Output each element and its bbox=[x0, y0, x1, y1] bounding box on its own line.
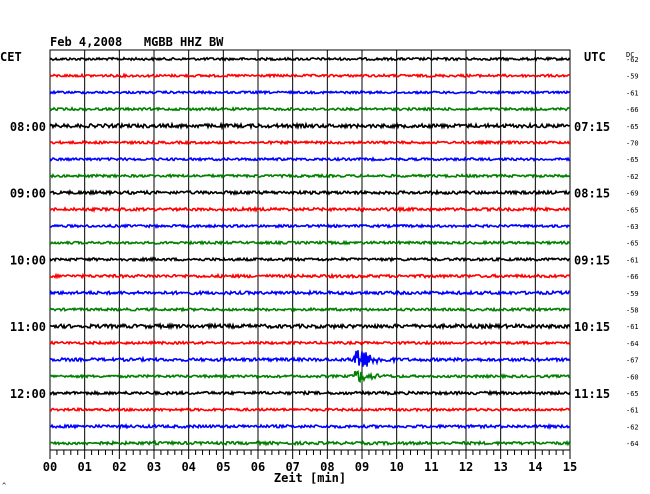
trace-21 bbox=[49, 389, 571, 397]
x-tick-label-09: 09 bbox=[355, 460, 369, 474]
x-axis: 00 01 02 03 04 05 06 07 08 09 10 11 12 13 14 15 bbox=[43, 450, 577, 474]
dc-value-18: -64 bbox=[626, 340, 639, 348]
dc-value-6: -70 bbox=[626, 140, 639, 148]
dc-value-1: -62 bbox=[626, 56, 639, 64]
chart-title: Feb 4,2008 MGBB HHZ BW bbox=[50, 35, 224, 49]
right-time-label: 11:15 bbox=[574, 387, 610, 401]
x-tick-label-07: 07 bbox=[285, 460, 299, 474]
dc-value-15: -59 bbox=[626, 290, 639, 298]
dc-value-16: -58 bbox=[626, 307, 639, 315]
dc-value-21: -65 bbox=[626, 390, 639, 398]
right-time-label: 07:15 bbox=[574, 120, 610, 134]
dc-value-24: -64 bbox=[626, 440, 639, 448]
dc-value-19: -67 bbox=[626, 357, 639, 365]
trace-22 bbox=[49, 406, 571, 413]
dc-value-23: -62 bbox=[626, 423, 639, 431]
trace-4 bbox=[49, 106, 571, 112]
dc-value-7: -65 bbox=[626, 156, 639, 164]
trace-1 bbox=[49, 56, 571, 62]
plot-frame bbox=[49, 49, 571, 451]
trace-5 bbox=[49, 121, 571, 131]
trace-7 bbox=[49, 156, 571, 163]
trace-20 bbox=[49, 370, 571, 384]
trace-14 bbox=[49, 272, 571, 280]
dc-value-17: -61 bbox=[626, 323, 639, 331]
dc-value-8: -62 bbox=[626, 173, 639, 181]
grid-layer bbox=[49, 49, 571, 451]
right-timezone-label: UTC bbox=[584, 50, 606, 64]
x-tick-label-06: 06 bbox=[251, 460, 265, 474]
trace-10 bbox=[49, 205, 571, 213]
left-time-label: 10:00 bbox=[10, 253, 46, 267]
x-tick-label-12: 12 bbox=[459, 460, 473, 474]
trace-13 bbox=[49, 256, 571, 263]
x-tick-label-03: 03 bbox=[147, 460, 161, 474]
x-tick-label-04: 04 bbox=[181, 460, 195, 474]
dc-value-3: -61 bbox=[626, 89, 639, 97]
dc-value-11: -63 bbox=[626, 223, 639, 231]
dc-value-2: -59 bbox=[626, 73, 639, 81]
trace-17 bbox=[49, 322, 571, 331]
right-time-label: 10:15 bbox=[574, 320, 610, 334]
trace-18 bbox=[49, 339, 571, 346]
x-axis-label: Zeit [min] bbox=[274, 471, 346, 485]
x-tick-label-08: 08 bbox=[320, 460, 334, 474]
left-time-label: 09:00 bbox=[10, 187, 46, 201]
footer-mark: ^ bbox=[2, 482, 6, 490]
left-timezone-label: CET bbox=[0, 50, 22, 64]
dc-value-14: -66 bbox=[626, 273, 639, 281]
dc-value-22: -61 bbox=[626, 407, 639, 415]
trace-layer bbox=[49, 56, 571, 447]
x-tick-label-01: 01 bbox=[77, 460, 91, 474]
trace-16 bbox=[49, 306, 571, 313]
trace-2 bbox=[49, 72, 571, 79]
dc-label: DC bbox=[626, 51, 634, 59]
dc-value-12: -65 bbox=[626, 240, 639, 248]
x-tick-label-11: 11 bbox=[424, 460, 438, 474]
dc-value-9: -69 bbox=[626, 190, 639, 198]
x-tick-label-00: 00 bbox=[43, 460, 57, 474]
left-time-label: 08:00 bbox=[10, 120, 46, 134]
dc-value-10: -65 bbox=[626, 206, 639, 214]
trace-19 bbox=[49, 350, 571, 367]
dc-value-13: -61 bbox=[626, 256, 639, 264]
x-tick-label-05: 05 bbox=[216, 460, 230, 474]
x-tick-label-10: 10 bbox=[389, 460, 403, 474]
x-tick-label-13: 13 bbox=[493, 460, 507, 474]
trace-15 bbox=[49, 288, 571, 297]
x-tick-label-15: 15 bbox=[563, 460, 577, 474]
trace-8 bbox=[49, 173, 571, 179]
trace-6 bbox=[49, 139, 570, 146]
right-time-label: 09:15 bbox=[574, 253, 610, 267]
trace-11 bbox=[49, 223, 570, 230]
trace-23 bbox=[49, 422, 571, 431]
dc-value-4: -66 bbox=[626, 106, 639, 114]
dc-value-20: -60 bbox=[626, 373, 639, 381]
dc-value-5: -65 bbox=[626, 123, 639, 131]
trace-3 bbox=[49, 89, 571, 96]
trace-9 bbox=[49, 188, 571, 197]
left-time-label: 12:00 bbox=[10, 387, 46, 401]
right-time-label: 08:15 bbox=[574, 187, 610, 201]
left-time-label: 11:00 bbox=[10, 320, 46, 334]
trace-12 bbox=[49, 239, 571, 246]
label-layer: -62 -59 -61 -66 -65 08:00 07:15 -70 -65 -62 -69 09:… bbox=[10, 56, 639, 448]
x-tick-label-02: 02 bbox=[112, 460, 126, 474]
x-tick-label-14: 14 bbox=[528, 460, 542, 474]
trace-24 bbox=[49, 439, 571, 447]
